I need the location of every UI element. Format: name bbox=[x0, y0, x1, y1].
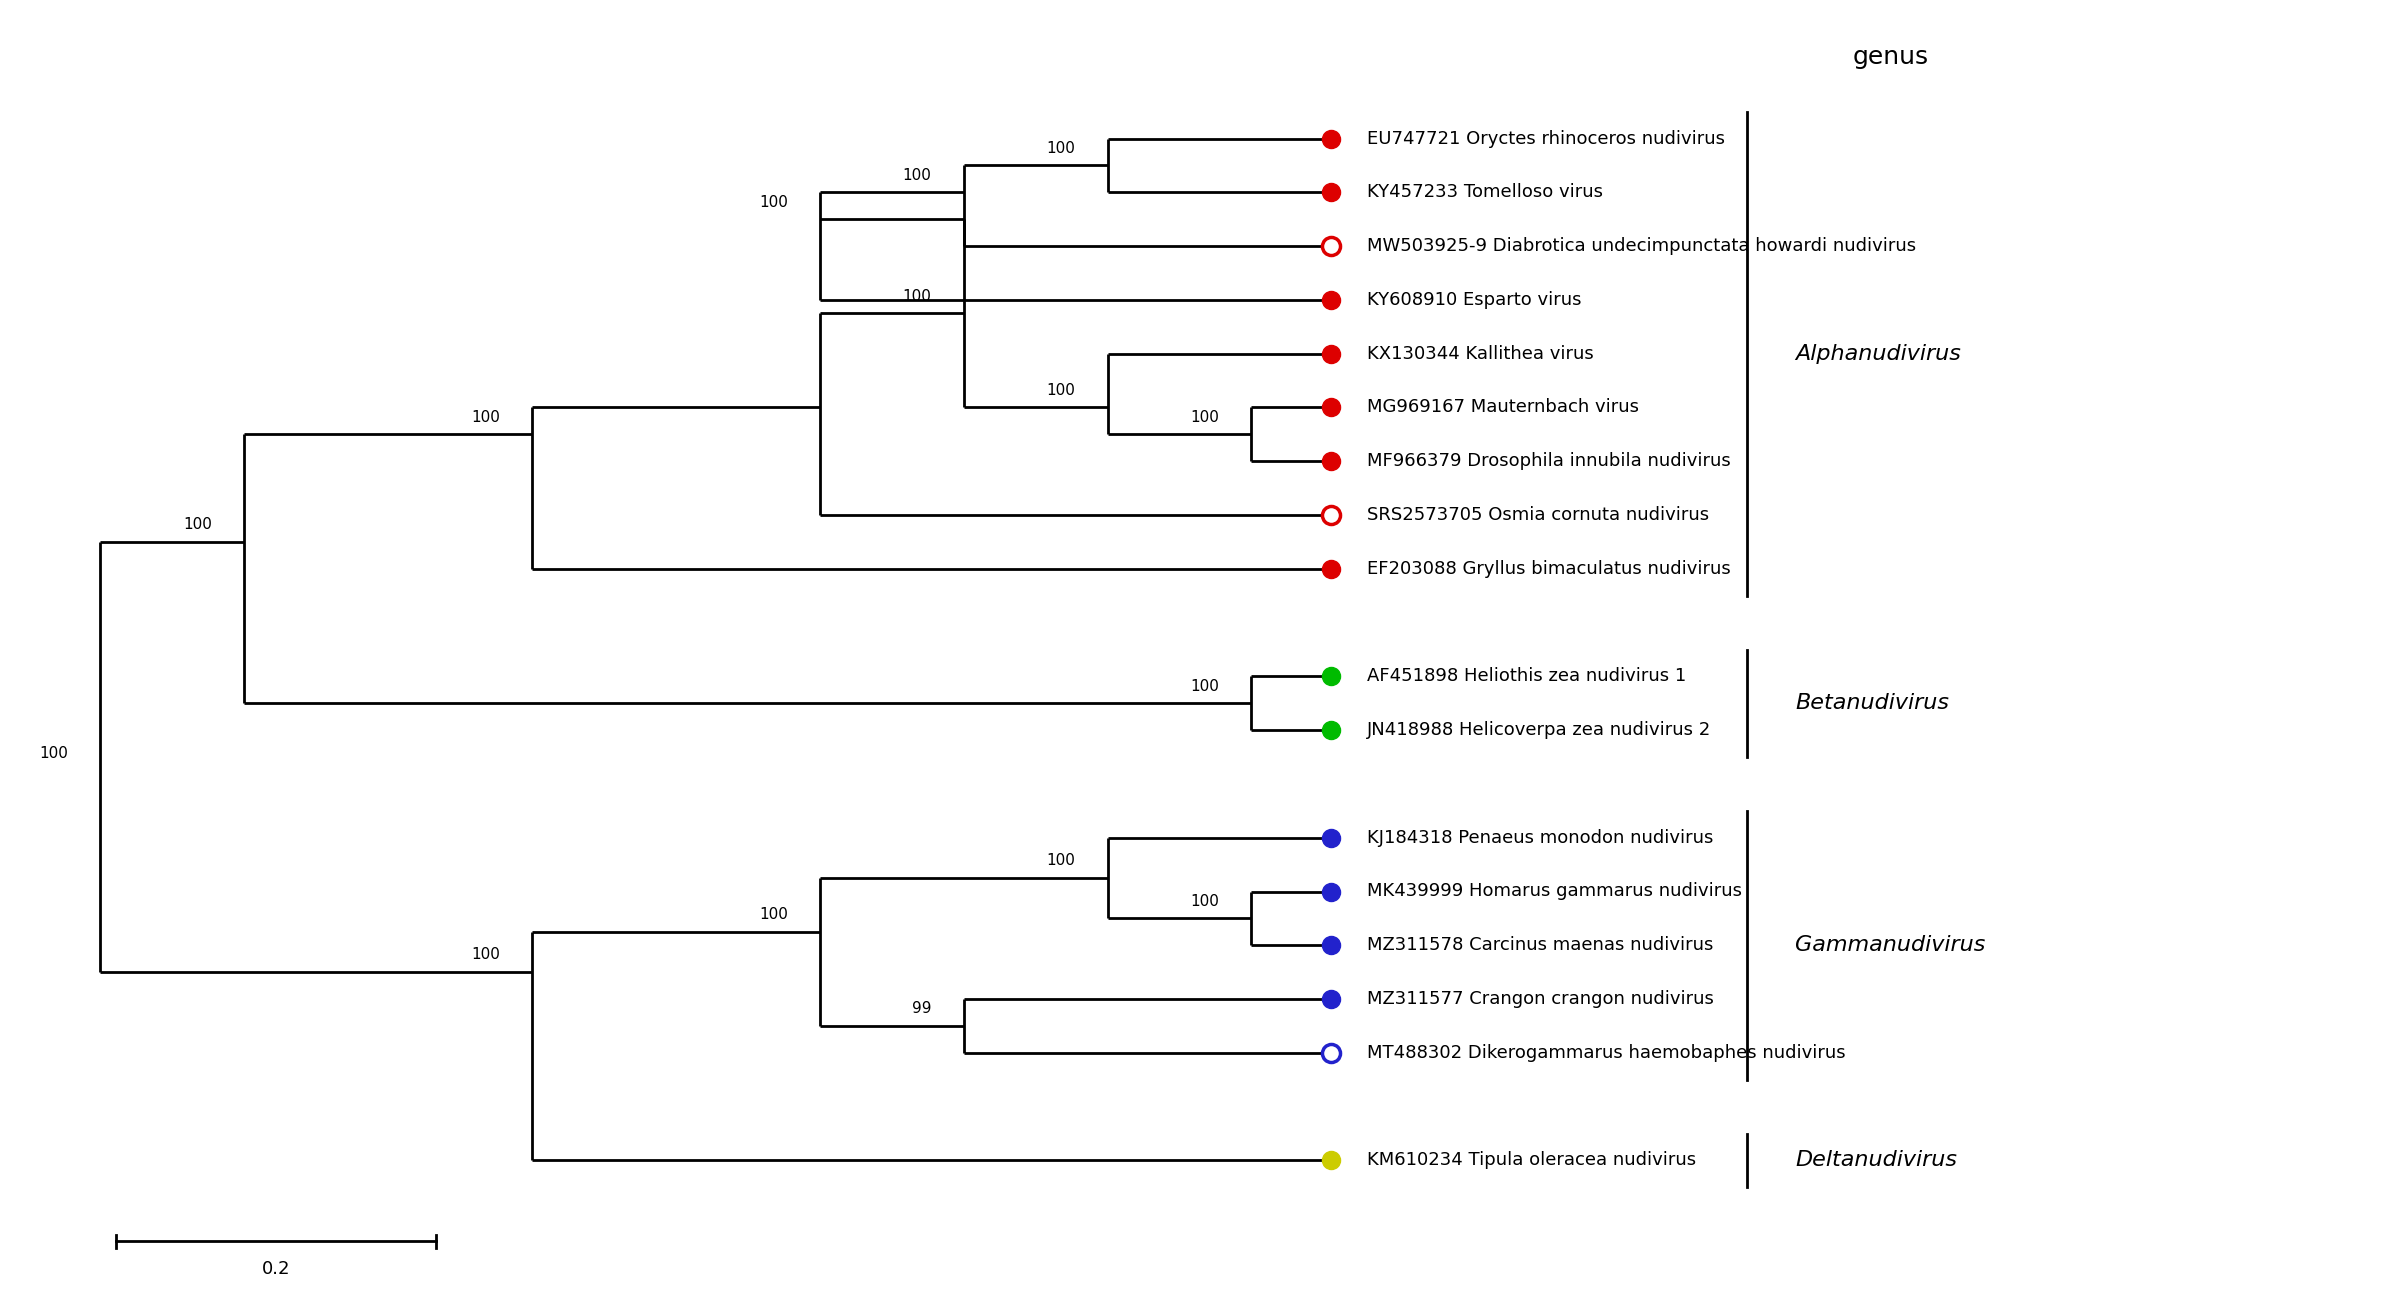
Text: AF451898 Heliothis zea nudivirus 1: AF451898 Heliothis zea nudivirus 1 bbox=[1367, 668, 1685, 686]
Text: KX130344 Kallithea virus: KX130344 Kallithea virus bbox=[1367, 344, 1593, 362]
Text: 100: 100 bbox=[758, 907, 787, 922]
Text: JN418988 Helicoverpa zea nudivirus 2: JN418988 Helicoverpa zea nudivirus 2 bbox=[1367, 721, 1711, 739]
Text: 100: 100 bbox=[183, 517, 212, 533]
Text: Gammanudivirus: Gammanudivirus bbox=[1796, 935, 1986, 955]
Text: Betanudivirus: Betanudivirus bbox=[1796, 694, 1950, 713]
Text: MT488302 Dikerogammarus haemobaphes nudivirus: MT488302 Dikerogammarus haemobaphes nudi… bbox=[1367, 1044, 1846, 1061]
Text: MZ311578 Carcinus maenas nudivirus: MZ311578 Carcinus maenas nudivirus bbox=[1367, 937, 1714, 955]
Text: KY608910 Esparto virus: KY608910 Esparto virus bbox=[1367, 291, 1581, 309]
Text: 100: 100 bbox=[1191, 409, 1220, 425]
Text: KY457233 Tomelloso virus: KY457233 Tomelloso virus bbox=[1367, 183, 1603, 201]
Text: 100: 100 bbox=[472, 409, 501, 425]
Text: EF203088 Gryllus bimaculatus nudivirus: EF203088 Gryllus bimaculatus nudivirus bbox=[1367, 560, 1731, 578]
Text: 0.2: 0.2 bbox=[262, 1260, 291, 1278]
Text: 100: 100 bbox=[39, 746, 67, 761]
Text: MG969167 Mauternbach virus: MG969167 Mauternbach virus bbox=[1367, 399, 1639, 417]
Text: genus: genus bbox=[1853, 44, 1928, 69]
Text: MZ311577 Crangon crangon nudivirus: MZ311577 Crangon crangon nudivirus bbox=[1367, 990, 1714, 1008]
Text: 100: 100 bbox=[1047, 383, 1076, 397]
Text: KM610234 Tipula oleracea nudivirus: KM610234 Tipula oleracea nudivirus bbox=[1367, 1151, 1697, 1169]
Text: 100: 100 bbox=[1191, 894, 1220, 909]
Text: MF966379 Drosophila innubila nudivirus: MF966379 Drosophila innubila nudivirus bbox=[1367, 452, 1731, 470]
Text: Alphanudivirus: Alphanudivirus bbox=[1796, 344, 1962, 364]
Text: 99: 99 bbox=[912, 1002, 932, 1016]
Text: 100: 100 bbox=[472, 947, 501, 963]
Text: 100: 100 bbox=[758, 195, 787, 209]
Text: SRS2573705 Osmia cornuta nudivirus: SRS2573705 Osmia cornuta nudivirus bbox=[1367, 507, 1709, 523]
Text: EU747721 Oryctes rhinoceros nudivirus: EU747721 Oryctes rhinoceros nudivirus bbox=[1367, 130, 1723, 148]
Text: 100: 100 bbox=[1047, 140, 1076, 156]
Text: MW503925-9 Diabrotica undecimpunctata howardi nudivirus: MW503925-9 Diabrotica undecimpunctata ho… bbox=[1367, 238, 1916, 255]
Text: 100: 100 bbox=[1191, 678, 1220, 694]
Text: Deltanudivirus: Deltanudivirus bbox=[1796, 1151, 1957, 1170]
Text: 100: 100 bbox=[903, 168, 932, 183]
Text: 100: 100 bbox=[1047, 853, 1076, 868]
Text: 100: 100 bbox=[903, 288, 932, 304]
Text: MK439999 Homarus gammarus nudivirus: MK439999 Homarus gammarus nudivirus bbox=[1367, 882, 1743, 900]
Text: KJ184318 Penaeus monodon nudivirus: KJ184318 Penaeus monodon nudivirus bbox=[1367, 829, 1714, 847]
